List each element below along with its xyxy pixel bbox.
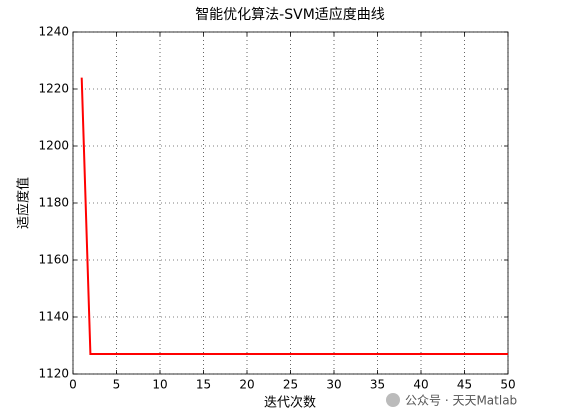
y-axis-label: 适应度值 bbox=[16, 177, 32, 229]
x-tick-label: 40 bbox=[413, 378, 428, 392]
data-line bbox=[80, 77, 508, 356]
x-tick-label: 20 bbox=[239, 378, 254, 392]
watermark: 公众号 · 天天Matlab bbox=[405, 394, 517, 408]
chart-title: 智能优化算法-SVM适应度曲线 bbox=[195, 6, 385, 23]
y-tick-label: 1200 bbox=[38, 139, 69, 153]
x-tick-label: 5 bbox=[113, 378, 121, 392]
plot-frame bbox=[72, 31, 509, 375]
x-tick-label: 45 bbox=[457, 378, 472, 392]
x-axis-label: 迭代次数 bbox=[264, 395, 316, 411]
x-tick-label: 10 bbox=[152, 378, 167, 392]
watermark-icon bbox=[386, 393, 400, 407]
y-tick-label: 1240 bbox=[38, 25, 69, 39]
y-tick-label: 1160 bbox=[38, 253, 69, 267]
x-tick-label: 15 bbox=[196, 378, 211, 392]
x-tick-label: 50 bbox=[500, 378, 515, 392]
y-tick-label: 1180 bbox=[38, 196, 69, 210]
x-tick-label: 25 bbox=[283, 378, 298, 392]
y-tick-label: 1140 bbox=[38, 310, 69, 324]
x-tick-label: 30 bbox=[326, 378, 341, 392]
x-tick-label: 0 bbox=[69, 378, 77, 392]
y-tick-label: 1120 bbox=[38, 367, 69, 381]
x-tick-label: 35 bbox=[370, 378, 385, 392]
y-tick-label: 1220 bbox=[38, 82, 69, 96]
